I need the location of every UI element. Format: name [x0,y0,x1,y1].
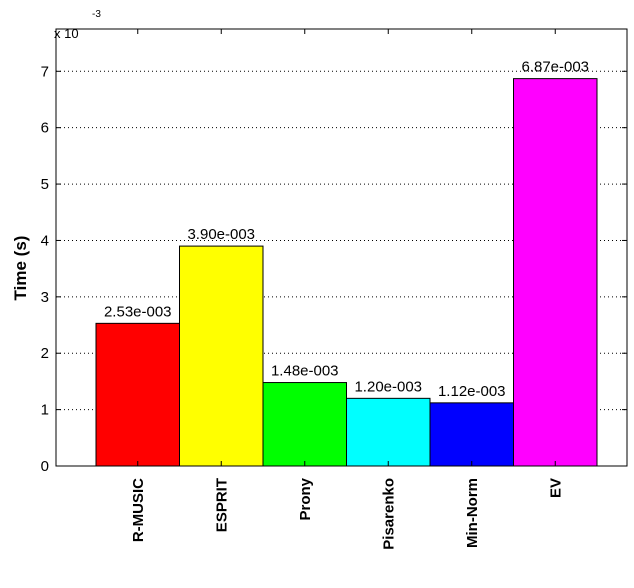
y-tick-label: 7 [41,63,49,80]
data-label: 2.53e-003 [104,303,172,320]
y-tick-label: 5 [41,176,49,193]
data-label: 3.90e-003 [187,226,255,243]
y-tick-label: 2 [41,345,49,362]
data-label: 1.12e-003 [438,383,506,400]
plot-frame [55,28,628,467]
x-tick-label: ESPRIT [213,478,230,532]
x-tick-label: R-MUSIC [130,478,147,542]
bar-esprit [179,245,264,467]
data-label: 6.87e-003 [521,59,589,76]
x-tick-label: Prony [297,477,314,520]
bar-pisarenko [346,397,431,467]
y-axis-label: Time (s) [11,236,30,301]
labels: 0 1 2 3 4 5 6 7 2.53e-003 R-MUSIC 3.90e-003 ESPRIT 1… [41,59,589,550]
bar-r-music [95,322,180,467]
bar-prony [262,382,347,467]
bars [95,78,598,467]
data-label: 1.48e-003 [271,363,339,380]
y-tick-label: 0 [41,458,49,475]
y-multiplier-base: x 10 [54,26,79,41]
y-tick-label: 4 [41,232,49,249]
y-tick-label: 3 [41,289,49,306]
y-tick-label: 1 [41,402,49,419]
y-tick-label: 6 [41,120,49,137]
x-tick-label: EV [547,478,564,498]
x-tick-label: Pisarenko [380,478,397,550]
x-tick-label: Min-Norm [464,478,481,548]
y-axis-ticks [56,29,627,467]
bar-min-norm [429,402,514,467]
y-multiplier-exponent: -3 [92,9,101,20]
bar-ev [513,78,598,467]
data-label: 1.20e-003 [354,378,422,395]
